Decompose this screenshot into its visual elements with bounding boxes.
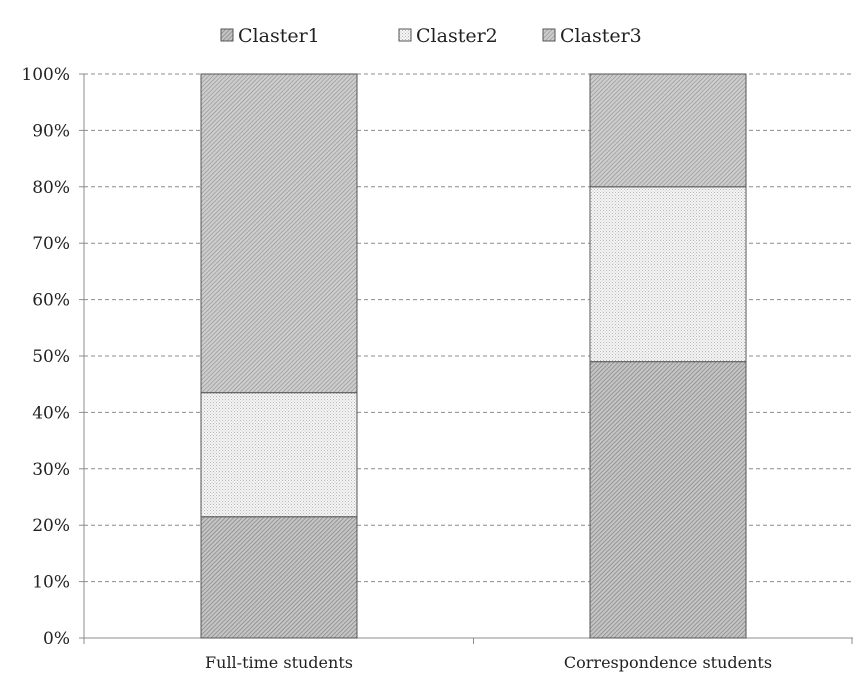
y-tick-label: 90% bbox=[32, 121, 70, 141]
legend-swatch bbox=[398, 28, 412, 42]
x-category-label: Correspondence students bbox=[564, 653, 772, 672]
bars bbox=[200, 73, 747, 639]
y-tick-label: 70% bbox=[32, 234, 70, 254]
bar-segment-claster1 bbox=[200, 516, 358, 639]
y-tick-label: 20% bbox=[32, 516, 70, 536]
y-tick-label: 10% bbox=[32, 573, 70, 593]
y-tick-label: 0% bbox=[43, 629, 70, 649]
legend-label: Claster3 bbox=[560, 25, 642, 47]
legend-label: Claster1 bbox=[238, 25, 320, 47]
legend-swatch bbox=[542, 28, 556, 42]
y-tick-label: 100% bbox=[21, 65, 70, 85]
bar-segment-claster3 bbox=[200, 73, 358, 394]
y-tick-label: 30% bbox=[32, 460, 70, 480]
y-tick-label: 80% bbox=[32, 178, 70, 198]
y-tick-label: 50% bbox=[32, 347, 70, 367]
axis-labels: 0% 10% 20% 30% 40% 50% 60% 70% 80% 90% 100% Full-ti… bbox=[21, 65, 772, 672]
y-tick-label: 60% bbox=[32, 291, 70, 311]
x-category-label: Full-time students bbox=[205, 653, 353, 672]
legend-swatch bbox=[220, 28, 234, 42]
legend-label: Claster2 bbox=[416, 25, 498, 47]
bar-segment-claster1 bbox=[589, 361, 747, 639]
bar-segment-claster2 bbox=[200, 392, 358, 518]
legend: Claster1 Claster2 Claster3 bbox=[220, 25, 642, 47]
bar-segment-claster2 bbox=[589, 186, 747, 363]
y-tick-label: 40% bbox=[32, 403, 70, 423]
bar-segment-claster3 bbox=[589, 73, 747, 188]
